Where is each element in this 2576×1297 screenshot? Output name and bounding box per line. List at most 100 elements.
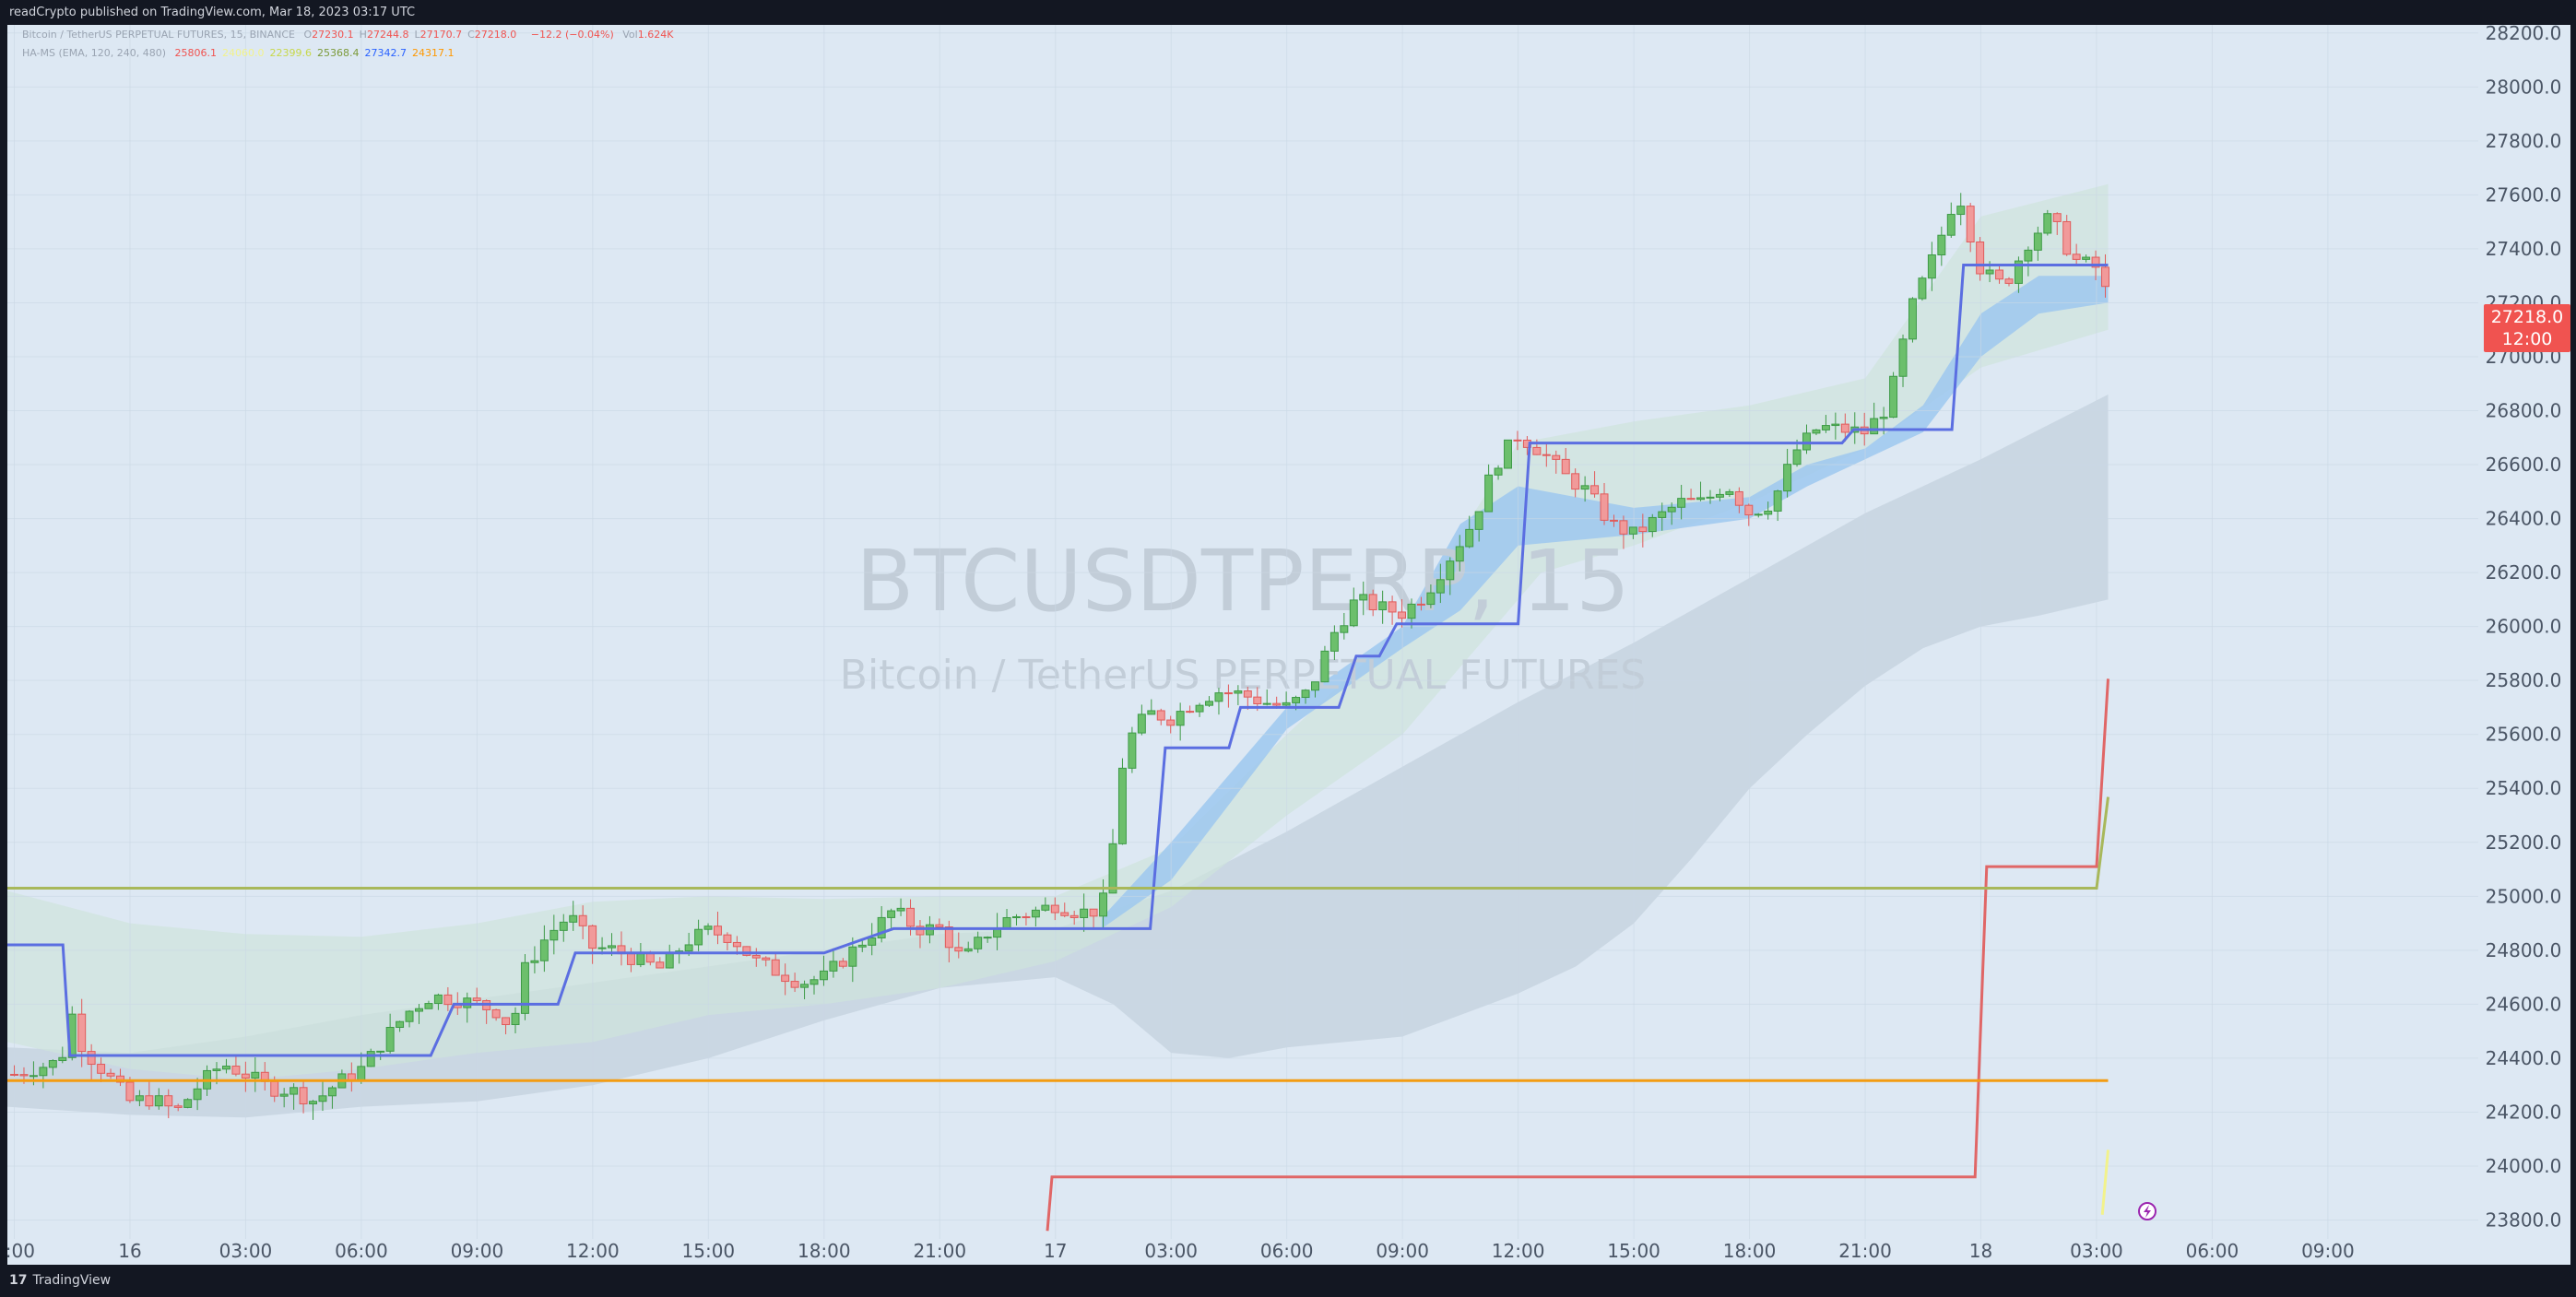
candle-body (742, 946, 751, 956)
candle-body (819, 970, 828, 981)
time-axis[interactable]: 0:00 16 03:00 06:00 09:00 12:00 15:00 18:00 21:0… (0, 1239, 2570, 1265)
candle-body (231, 1066, 241, 1075)
candle-body (732, 941, 741, 948)
alert-marker[interactable] (2138, 1202, 2157, 1220)
candle-body (241, 1073, 250, 1079)
price-tick-label: 24000.0 (2486, 1155, 2562, 1177)
candle-body (2091, 256, 2100, 268)
indicator-line (1046, 678, 2109, 1232)
candle-body (1715, 493, 1724, 498)
candle-body (1744, 504, 1754, 516)
time-tick-label: 17 (1044, 1240, 1067, 1262)
candle-body (1340, 625, 1349, 633)
watermark-name: Bitcoin / TetherUS PERPETUAL FUTURES (840, 652, 1646, 699)
candle-body (2033, 232, 2042, 251)
candle-body (1320, 650, 1329, 683)
price-tick-label: 28000.0 (2486, 76, 2562, 98)
candle-body (212, 1068, 221, 1071)
price-tick-label: 25800.0 (2486, 669, 2562, 691)
candle-body (309, 1101, 318, 1104)
price-chart[interactable]: BTCUSDTPERP, 15 Bitcoin / TetherUS PERPE… (0, 22, 2570, 1265)
candle-body (318, 1095, 327, 1102)
candle-body (578, 914, 587, 926)
chart-area[interactable]: BTCUSDTPERP, 15 Bitcoin / TetherUS PERPE… (0, 22, 2570, 1265)
price-tick-label: 25600.0 (2486, 724, 2562, 746)
candle-body (781, 974, 790, 983)
candle-body (1985, 269, 1994, 275)
candle-body (790, 981, 799, 988)
candle-body (800, 984, 809, 988)
bottom-bar: 17 TradingView (0, 1265, 2576, 1297)
candle-body (1301, 690, 1310, 699)
candle-body (29, 1075, 38, 1078)
legend-volume: Vol1.624K (622, 29, 673, 41)
candle-body (463, 997, 472, 1008)
candle-body (154, 1095, 163, 1107)
publish-caption: readCrypto published on TradingView.com,… (9, 6, 416, 19)
candle-body (694, 928, 703, 946)
candle-body (183, 1099, 193, 1108)
candle-body (1359, 594, 1368, 601)
ohlc-label: O (303, 29, 313, 41)
candle-body (502, 1017, 511, 1025)
candle-body (2072, 254, 2081, 260)
candle-body (974, 937, 983, 949)
candle-body (1918, 277, 1927, 300)
candle-body (2004, 278, 2014, 284)
candle-body (665, 952, 674, 969)
candle-body (19, 1074, 29, 1077)
candle-body (1966, 206, 1975, 243)
candle-body (116, 1075, 124, 1083)
candle-body (1908, 298, 1917, 340)
candles (10, 193, 2109, 1120)
price-axis[interactable]: 23800.0 24000.0 24200.0 24400.0 24600.0 24800… (2478, 22, 2570, 1265)
candle-body (415, 1008, 423, 1012)
legend-indicator: HA-MS (EMA, 120, 240, 480) (22, 47, 167, 59)
candle-body (135, 1095, 144, 1102)
candle-body (1494, 467, 1503, 476)
candle-body (424, 1003, 433, 1009)
candle-body (1484, 474, 1494, 513)
candle-body (1812, 429, 1821, 434)
time-tick-label: 03:00 (2070, 1240, 2123, 1262)
candle-body (1831, 423, 1840, 427)
candle-body (1137, 713, 1146, 734)
last-price: 27218.0 (2490, 307, 2564, 327)
candle-body (1956, 206, 1966, 216)
candle-body (1416, 603, 1425, 606)
candle-body (1590, 485, 1600, 495)
candle-body (279, 1093, 289, 1097)
candle-body (1898, 338, 1908, 377)
candle-body (539, 939, 549, 961)
candle-body (290, 1087, 299, 1095)
ohlc-value: 27244.8 (366, 29, 409, 41)
candle-body (1069, 914, 1079, 918)
tradingview-logo[interactable]: 17 TradingView (9, 1265, 111, 1297)
price-tick-label: 26400.0 (2486, 508, 2562, 530)
candle-body (703, 926, 713, 930)
candle-body (1773, 490, 1782, 512)
indicator-lines (7, 264, 2109, 1232)
candle-body (270, 1080, 279, 1097)
last-price-tag: 27218.0 12:00 (2484, 304, 2570, 352)
candle-body (1542, 454, 1551, 456)
candle-body (39, 1067, 48, 1077)
candle-body (1870, 418, 1879, 435)
candle-body (299, 1087, 308, 1104)
candle-body (1840, 423, 1849, 433)
candle-body (1580, 485, 1589, 490)
indicator-value: 22399.6 (269, 47, 313, 59)
candle-body (1436, 579, 1445, 594)
candle-body (1176, 711, 1185, 726)
candle-body (433, 994, 443, 1005)
legend-change: −12.2 (−0.04%) (530, 29, 614, 41)
candle-body (1253, 696, 1262, 705)
candle-body (1628, 526, 1637, 535)
candle-body (251, 1071, 260, 1079)
candle-body (1368, 594, 1377, 611)
candle-body (1186, 711, 1195, 713)
candle-body (443, 994, 453, 1006)
candle-body (1128, 732, 1137, 769)
candle-body (1234, 690, 1243, 694)
candle-body (1292, 697, 1301, 703)
